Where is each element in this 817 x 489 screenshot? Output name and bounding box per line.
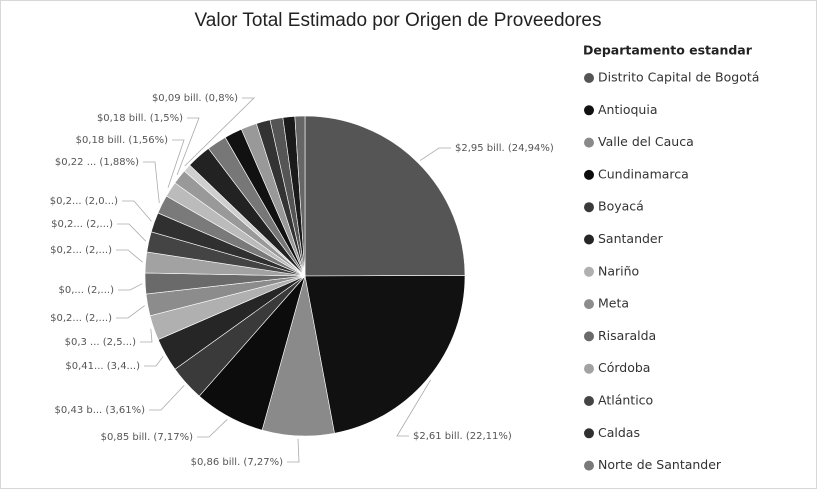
leader-line: [118, 283, 143, 291]
leader-line: [184, 97, 255, 167]
legend-label: Risaralda: [598, 328, 656, 343]
data-label: $0,... (2,...): [59, 285, 115, 296]
pie-slice: [304, 275, 466, 434]
legend-label: Santander: [598, 231, 664, 246]
chart-title: Valor Total Estimado por Origen de Prove…: [195, 10, 602, 31]
data-label: $0,2... (2,...): [51, 219, 113, 230]
data-label: $0,22 ... (1,88%): [55, 157, 139, 168]
leader-line: [287, 438, 300, 463]
legend-title: Departamento estandar: [583, 43, 753, 58]
legend-marker: [584, 266, 594, 277]
legend-label: Atlántico: [598, 393, 653, 408]
legend-label: Caldas: [598, 425, 640, 440]
leader-line: [419, 147, 451, 161]
legend-marker: [584, 137, 594, 148]
leader-line: [122, 200, 152, 222]
legend-label: Boyacá: [598, 199, 644, 214]
pie-slice: [304, 115, 466, 277]
legend-marker: [584, 169, 594, 180]
leader-line: [116, 305, 145, 319]
data-label: $0,18 bill. (1,56%): [76, 135, 169, 146]
data-label: $0,2... (2,0...): [50, 196, 118, 207]
legend-marker: [584, 428, 594, 439]
legend-label: Cundinamarca: [598, 166, 689, 181]
legend-label: Valle del Cauca: [598, 134, 694, 149]
legend-marker: [584, 202, 594, 213]
data-label: $0,09 bill. (0,8%): [152, 93, 238, 104]
leader-line: [197, 419, 228, 438]
leader-line: [167, 139, 185, 188]
leader-line: [143, 161, 160, 204]
data-label: $0,43 b... (3,61%): [55, 405, 146, 416]
leader-line: [140, 328, 153, 343]
data-label: $0,41... (3,4...): [65, 361, 140, 372]
legend-marker: [584, 73, 594, 83]
legend-marker: [584, 460, 594, 471]
legend-label: Meta: [598, 296, 629, 311]
legend-label: Córdoba: [598, 360, 650, 375]
data-label: $2,95 bill. (24,94%): [455, 143, 554, 154]
data-label: $0,18 bill. (1,5%): [97, 113, 183, 124]
legend-label: Norte de Santander: [598, 457, 722, 472]
legend-marker: [584, 234, 594, 245]
legend-label: Distrito Capital de Bogotá: [598, 70, 759, 85]
data-label: $2,61 bill. (22,11%): [413, 431, 512, 442]
legend-marker: [584, 299, 594, 310]
leader-line: [176, 117, 200, 176]
data-label: $0,3 ... (2,5...): [65, 337, 137, 348]
leader-line: [396, 379, 431, 437]
data-label: $0,85 bill. (7,17%): [101, 432, 194, 443]
leader-line: [144, 356, 164, 367]
legend-marker: [584, 331, 594, 342]
leader-line: [116, 249, 143, 263]
pie-slice: [294, 115, 306, 277]
legend-label: Antioquia: [598, 102, 658, 117]
data-label: $0,2... (2,...): [50, 245, 112, 256]
data-label: $0,2... (2,...): [50, 313, 112, 324]
leader-line: [117, 223, 147, 242]
legend-label: Nariño: [598, 263, 639, 278]
legend-marker: [584, 396, 594, 406]
legend-marker: [584, 363, 594, 374]
legend-marker: [584, 105, 594, 116]
leader-line: [149, 385, 185, 411]
data-label: $0,86 bill. (7,27%): [191, 457, 284, 468]
